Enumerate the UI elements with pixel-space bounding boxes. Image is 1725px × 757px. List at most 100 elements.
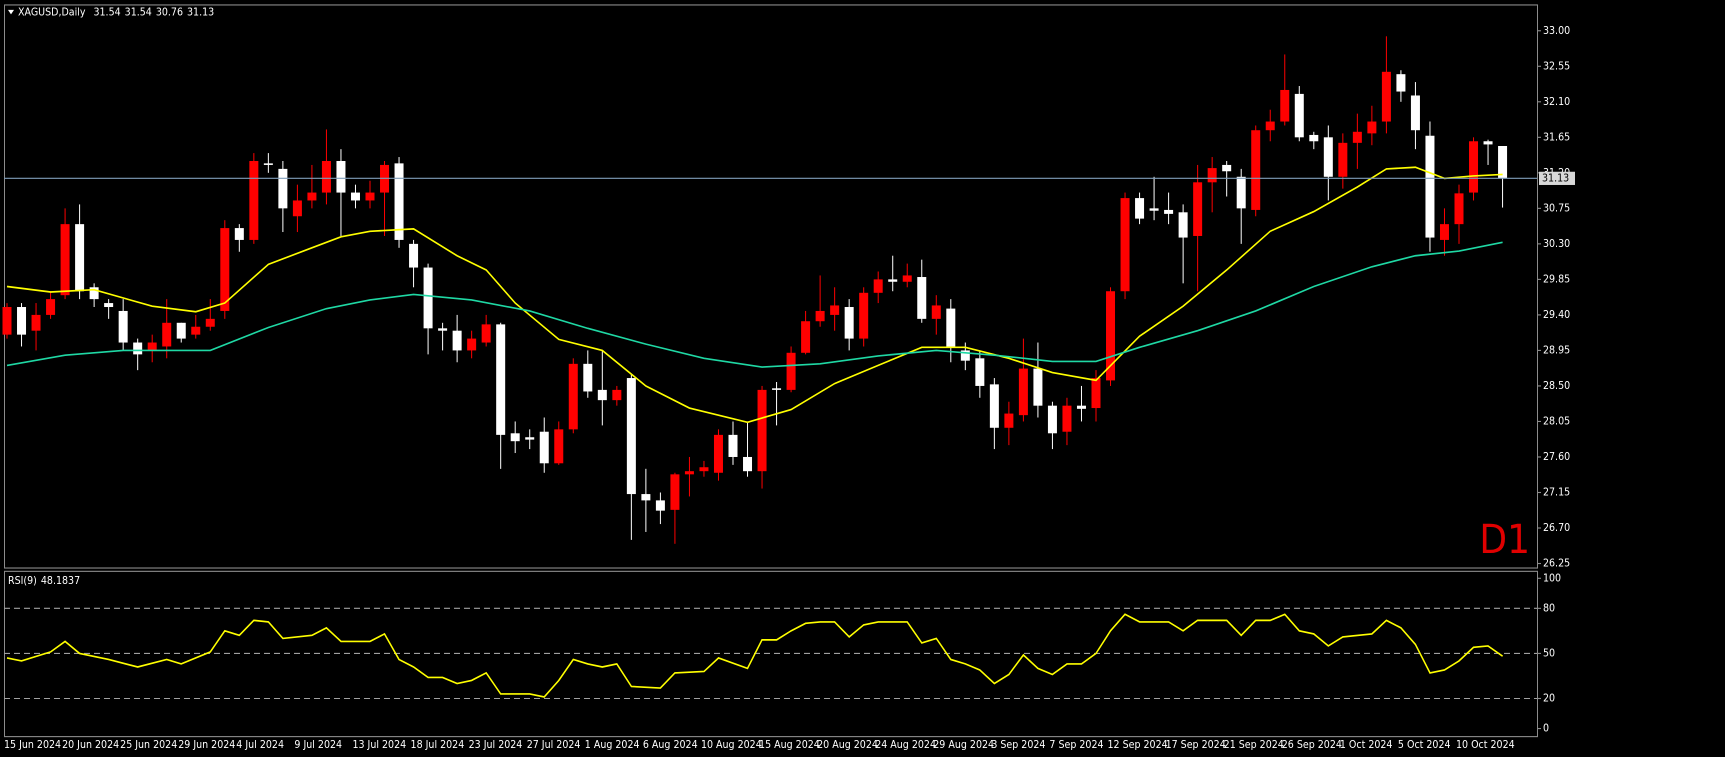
header-value: 30.76	[156, 7, 183, 19]
candle-body	[1004, 413, 1014, 428]
candle-body	[975, 358, 985, 386]
candle-body	[612, 389, 622, 401]
candle-body	[1018, 368, 1028, 416]
candle-body	[1425, 135, 1435, 238]
candle-body	[409, 243, 419, 268]
candle-body	[684, 471, 694, 475]
main-panel	[4, 4, 1538, 569]
header-value: 31.54	[93, 7, 120, 19]
y-tick-label: 31.65	[1543, 132, 1570, 144]
candle-body	[438, 328, 448, 331]
candle-body	[772, 388, 782, 390]
candle-body	[89, 287, 99, 300]
x-tick-label: 5 Oct 2024	[1398, 740, 1451, 752]
candle-body	[336, 160, 346, 193]
candle-body	[1076, 405, 1086, 409]
candle-body	[597, 389, 607, 401]
candle-body	[1207, 168, 1217, 183]
candle-body	[1033, 368, 1043, 406]
x-tick-label: 7 Sep 2024	[1049, 740, 1103, 752]
candle-body	[641, 494, 651, 501]
candle-body	[365, 192, 375, 201]
candle-body	[1236, 176, 1246, 209]
moving-average	[6, 241, 1503, 368]
candle-body	[1106, 291, 1116, 381]
candle-body	[1309, 134, 1319, 142]
x-tick-label: 23 Jul 2024	[469, 740, 523, 752]
candle-body	[1280, 89, 1290, 122]
candle-body	[1323, 137, 1333, 177]
candle-body	[1367, 121, 1377, 134]
candle-body	[946, 308, 956, 347]
candle-body	[1338, 142, 1348, 177]
candle-body	[496, 324, 506, 435]
candle-body	[147, 342, 157, 351]
candle-body	[815, 310, 825, 322]
candle-body	[394, 163, 404, 240]
y-tick-label: 100	[1543, 573, 1561, 585]
x-tick-label: 29 Jun 2024	[178, 740, 235, 752]
candle-body	[830, 305, 840, 315]
candle-body	[104, 303, 114, 308]
candle-body	[554, 429, 564, 464]
x-tick-label: 12 Sep 2024	[1108, 740, 1168, 752]
y-tick-label: 26.70	[1543, 523, 1570, 535]
candle-body	[118, 310, 128, 343]
x-tick-label: 21 Sep 2024	[1224, 740, 1284, 752]
candle-body	[1352, 131, 1362, 143]
y-tick-label: 26.25	[1543, 558, 1570, 570]
rsi-line	[6, 613, 1504, 698]
x-tick-label: 29 Aug 2024	[933, 740, 994, 752]
candle-body	[728, 434, 738, 457]
candle-body	[713, 434, 723, 473]
x-tick-label: 1 Oct 2024	[1340, 740, 1393, 752]
candle-body	[452, 330, 462, 351]
candle-body	[278, 168, 288, 209]
y-tick-label: 28.05	[1543, 416, 1570, 428]
candle-body	[583, 363, 593, 392]
header-value: 31.54	[125, 7, 152, 19]
x-tick-label: 10 Oct 2024	[1456, 740, 1515, 752]
candle-body	[2, 307, 12, 335]
candle-body	[859, 292, 869, 339]
candle-body	[220, 228, 230, 311]
candle-body	[467, 338, 477, 351]
last-price-tag: 31.13	[1542, 173, 1569, 185]
timeframe-watermark: D1	[1479, 516, 1530, 562]
y-tick-label: 32.10	[1543, 97, 1570, 109]
candle-body	[307, 192, 317, 201]
candle-body	[292, 200, 302, 217]
candle-body	[655, 500, 665, 511]
candle-body	[1178, 212, 1188, 238]
y-tick-label: 32.55	[1543, 61, 1570, 73]
candle-body	[1164, 209, 1174, 214]
y-tick-label: 27.60	[1543, 452, 1570, 464]
candle-body	[510, 433, 520, 442]
x-tick-label: 25 Jun 2024	[120, 740, 177, 752]
x-tick-label: 24 Aug 2024	[875, 740, 936, 752]
y-tick-label: 20	[1543, 693, 1555, 705]
candle-body	[234, 228, 244, 240]
x-tick-label: 1 Aug 2024	[585, 740, 640, 752]
candle-body	[757, 389, 767, 472]
x-tick-label: 20 Jun 2024	[62, 740, 119, 752]
candle-body	[626, 378, 636, 495]
candle-body	[60, 224, 70, 296]
candle-body	[1454, 193, 1464, 225]
candle-body	[1396, 74, 1406, 92]
candle-body	[873, 279, 883, 293]
candle-body	[176, 322, 186, 339]
candle-body	[133, 342, 143, 355]
rsi-value: 48.1837	[41, 575, 80, 587]
symbol-title: XAGUSD,Daily	[18, 7, 86, 19]
candle-body	[917, 277, 927, 319]
menu-arrow	[8, 9, 14, 15]
candle-body	[191, 326, 201, 335]
header-value: 31.13	[187, 7, 214, 19]
x-tick-label: 26 Sep 2024	[1282, 740, 1342, 752]
candle-body	[1091, 378, 1101, 409]
x-tick-label: 17 Sep 2024	[1166, 740, 1226, 752]
candle-body	[801, 321, 811, 353]
